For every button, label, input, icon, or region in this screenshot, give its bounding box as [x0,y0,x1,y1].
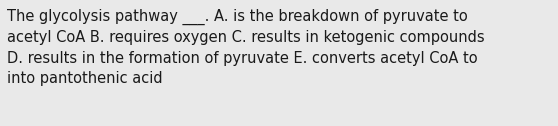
Text: The glycolysis pathway ___. A. is the breakdown of pyruvate to
acetyl CoA B. req: The glycolysis pathway ___. A. is the br… [7,9,485,86]
